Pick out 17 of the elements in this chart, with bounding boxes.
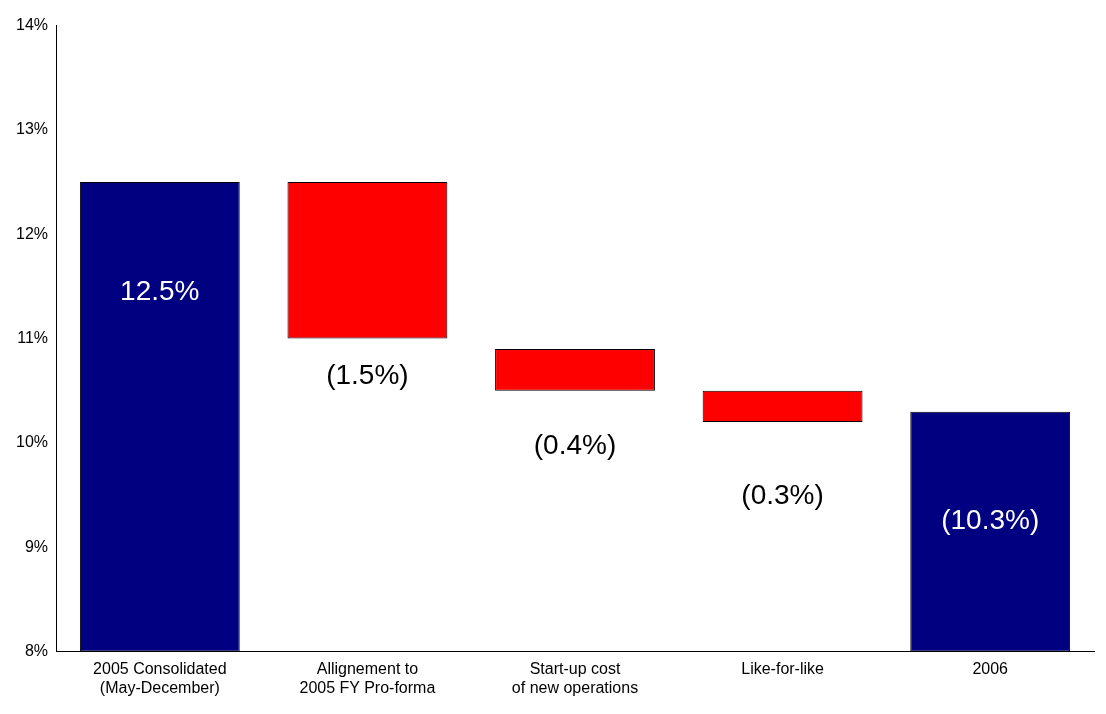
x-tick-label: Start-up cost of new operations [511,659,639,696]
x-tick-label: 2005 Consolidated (May-December) [93,659,227,696]
x-tick-label: 2006 [972,659,1009,677]
y-tick-label: 9% [24,537,49,555]
y-tick-label: 8% [24,642,49,660]
y-tick-label: 12% [15,224,49,242]
x-tick-label: Like-for-like [741,659,825,677]
y-tick-label: 10% [15,433,49,451]
x-tick-label: Allignement to 2005 FY Pro-forma [299,659,436,696]
y-tick-label: 14% [15,16,49,34]
data-label: (0.4%) [533,429,617,461]
data-label: (1.5%) [326,359,409,391]
y-tick-label: 11% [17,329,49,347]
data-label: (0.3%) [741,478,824,510]
data-label: (10.3%) [941,504,1040,536]
y-tick-label: 13% [15,120,49,138]
data-label: 12.5% [120,274,200,306]
